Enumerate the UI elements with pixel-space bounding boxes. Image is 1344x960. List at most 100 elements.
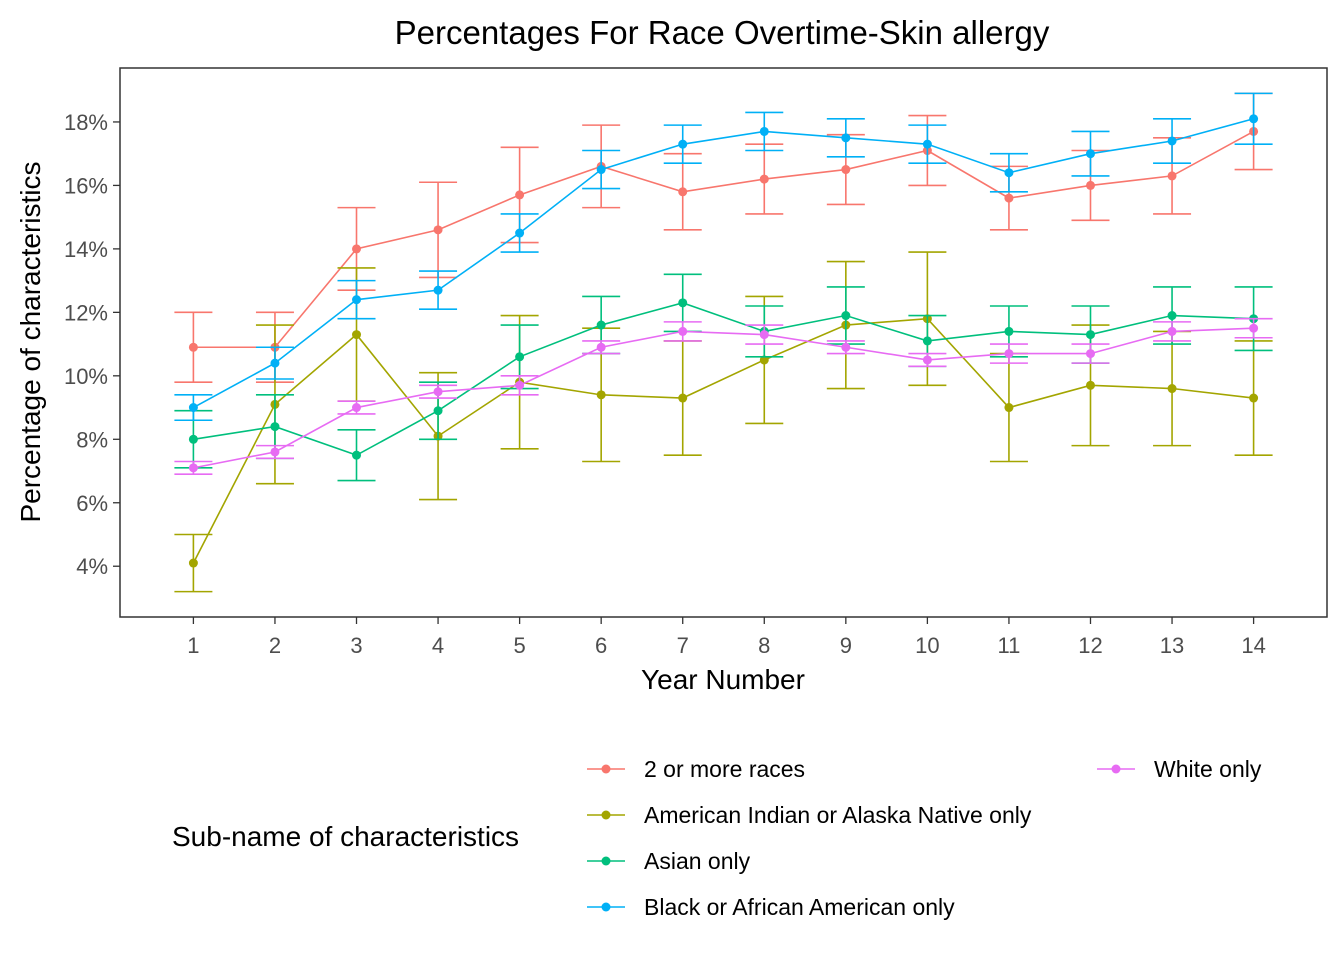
data-point xyxy=(922,336,932,346)
data-point xyxy=(596,390,606,400)
y-tick-label: 12% xyxy=(64,300,108,325)
series-group xyxy=(174,92,1273,422)
data-point xyxy=(1004,403,1014,413)
series-line xyxy=(193,327,1254,469)
data-point xyxy=(1085,180,1095,190)
data-point xyxy=(352,450,362,460)
data-point xyxy=(922,355,932,365)
data-point xyxy=(352,403,362,413)
data-point xyxy=(188,342,198,352)
data-point xyxy=(433,387,443,397)
data-point xyxy=(596,342,606,352)
data-point xyxy=(759,355,769,365)
x-tick-label: 11 xyxy=(998,633,1021,658)
series-group xyxy=(174,92,1273,383)
data-point xyxy=(1004,326,1014,336)
data-point xyxy=(433,285,443,295)
legend-key-point xyxy=(601,856,611,866)
x-tick-label: 1 xyxy=(187,633,199,658)
legend: Sub-name of characteristics 2 or more ra… xyxy=(172,756,1262,920)
data-point xyxy=(1085,149,1095,159)
data-point xyxy=(841,342,851,352)
data-point xyxy=(678,187,688,197)
data-point xyxy=(1167,171,1177,181)
data-point xyxy=(596,320,606,330)
legend-label: White only xyxy=(1154,756,1262,782)
legend-items: 2 or more races American Indian or Alaska… xyxy=(587,756,1262,920)
data-point xyxy=(188,463,198,473)
legend-item: 2 or more races xyxy=(587,756,805,782)
series-line xyxy=(193,301,1254,457)
x-axis: 1 2 3 4 5 6 7 8 9 10 11 12 13 14 xyxy=(187,617,1266,658)
data-point xyxy=(188,558,198,568)
data-point xyxy=(1085,380,1095,390)
data-point xyxy=(759,126,769,136)
y-axis: 4% 6% 8% 10% 12% 14% 16% 18% xyxy=(64,110,120,579)
legend-item: White only xyxy=(1097,756,1262,782)
series-layer xyxy=(174,92,1273,593)
data-point xyxy=(678,139,688,149)
data-point xyxy=(433,225,443,235)
y-tick-label: 18% xyxy=(64,110,108,135)
x-tick-label: 6 xyxy=(595,633,607,658)
legend-item: American Indian or Alaska Native only xyxy=(587,802,1032,828)
data-point xyxy=(678,298,688,308)
data-point xyxy=(841,133,851,143)
data-point xyxy=(1167,311,1177,321)
data-point xyxy=(841,311,851,321)
series-group xyxy=(174,251,1273,593)
legend-item: Black or African American only xyxy=(587,894,955,920)
data-point xyxy=(759,330,769,340)
data-point xyxy=(352,244,362,254)
x-tick-label: 5 xyxy=(513,633,525,658)
data-point xyxy=(1167,326,1177,336)
legend-item: Asian only xyxy=(587,848,751,874)
legend-label: 2 or more races xyxy=(644,756,805,782)
series-line xyxy=(193,130,1254,349)
x-axis-label: Year Number xyxy=(641,664,805,695)
x-tick-label: 9 xyxy=(840,633,852,658)
data-point xyxy=(1085,349,1095,359)
series-line xyxy=(192,317,1254,564)
x-tick-label: 3 xyxy=(350,633,362,658)
data-point xyxy=(270,447,280,457)
data-point xyxy=(678,326,688,336)
legend-label: Black or African American only xyxy=(644,894,955,920)
data-point xyxy=(515,190,525,200)
data-point xyxy=(1004,349,1014,359)
data-point xyxy=(1004,193,1014,203)
data-point xyxy=(841,165,851,175)
legend-key-point xyxy=(601,764,611,774)
data-point xyxy=(1167,136,1177,146)
data-point xyxy=(515,228,525,238)
data-point xyxy=(759,174,769,184)
data-point xyxy=(270,422,280,432)
y-tick-label: 10% xyxy=(64,364,108,389)
data-point xyxy=(270,358,280,368)
data-point xyxy=(678,393,688,403)
y-tick-label: 8% xyxy=(76,427,108,452)
x-tick-label: 7 xyxy=(677,633,689,658)
data-point xyxy=(1004,168,1014,178)
y-tick-label: 6% xyxy=(76,491,108,516)
data-point xyxy=(352,295,362,305)
chart-title: Percentages For Race Overtime-Skin aller… xyxy=(395,14,1050,51)
legend-label: Asian only xyxy=(644,848,751,874)
x-tick-label: 10 xyxy=(915,633,939,658)
x-tick-label: 14 xyxy=(1241,633,1265,658)
data-point xyxy=(515,380,525,390)
series-line xyxy=(193,118,1254,409)
data-point xyxy=(1249,393,1259,403)
x-tick-label: 8 xyxy=(758,633,770,658)
legend-key-point xyxy=(601,902,611,912)
x-tick-label: 4 xyxy=(432,633,444,658)
y-tick-label: 14% xyxy=(64,237,108,262)
data-point xyxy=(1085,330,1095,340)
data-point xyxy=(352,330,362,340)
series-group xyxy=(174,317,1273,475)
x-tick-label: 12 xyxy=(1078,633,1102,658)
y-tick-label: 16% xyxy=(64,173,108,198)
y-axis-label: Percentage of characteristics xyxy=(15,161,46,522)
y-tick-label: 4% xyxy=(76,554,108,579)
